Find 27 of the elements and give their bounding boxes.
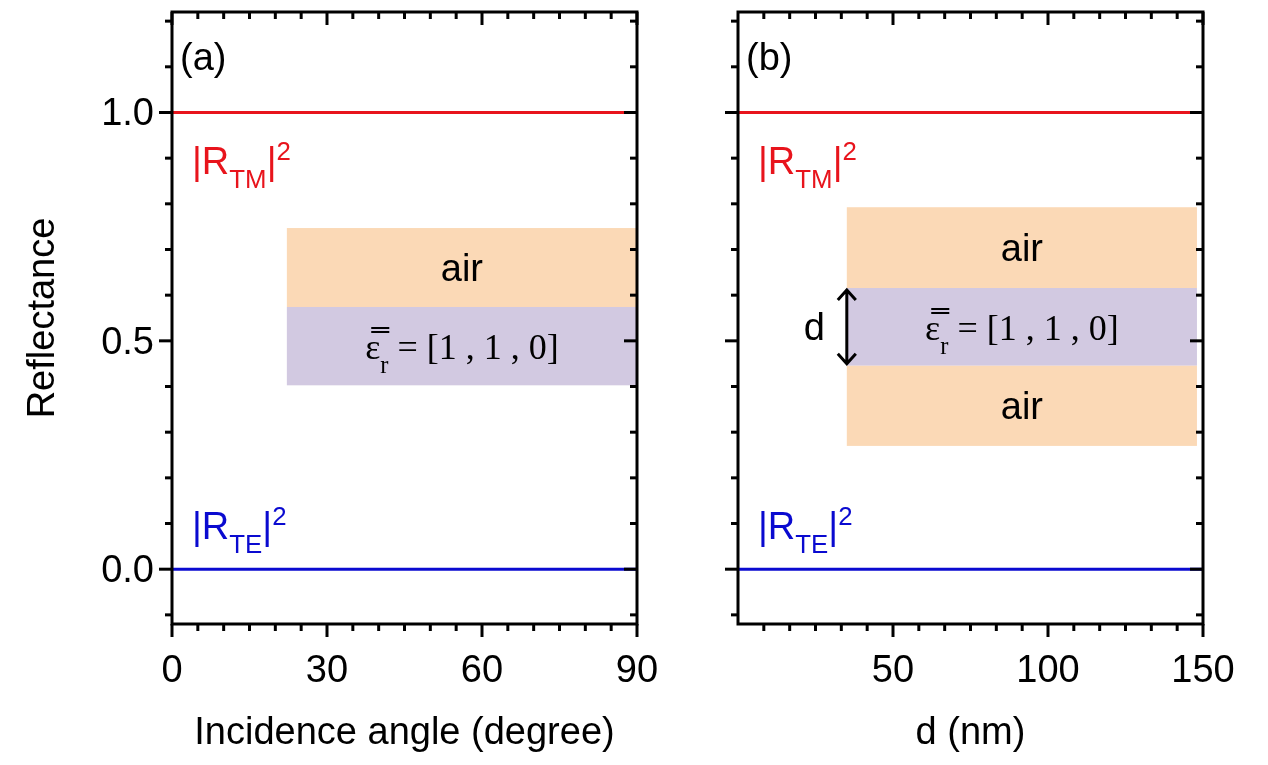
layer-stack-sketch: air ε̿$_{r}$ = [1 , 1 , 0] air — [846, 207, 1197, 446]
y-tick-label: 0.5 — [101, 319, 154, 362]
x-axis-title: Incidence angle (degree) — [194, 710, 615, 752]
annotation: ε̿$_{r}$ = [1 , 1 , 0] — [365, 327, 559, 378]
x-tick-label: 90 — [615, 648, 659, 690]
y-axis-title: Reflectance — [20, 217, 62, 419]
series-label: |R$_{TE}$|$^{2}$ — [758, 502, 853, 559]
series-label: |R$_{TM}$|$^{2}$ — [192, 137, 291, 194]
x-tick-label: 0 — [161, 648, 183, 690]
x-axis-title: d (nm) — [915, 710, 1026, 752]
x-tick-label: 50 — [871, 648, 915, 690]
x-tick-label: 30 — [305, 648, 349, 690]
series-label: |R$_{TM}$|$^{2}$ — [758, 137, 857, 194]
annotation: air — [440, 246, 484, 289]
text: (b) — [746, 36, 793, 78]
annotation: air — [1000, 226, 1044, 269]
y-tick-label: 1.0 — [101, 91, 154, 134]
x-tick-label: 150 — [1171, 648, 1235, 690]
annotation: ε̿$_{r}$ = [1 , 1 , 0] — [925, 307, 1119, 359]
layer-stack-sketch: air ε̿$_{r}$ = [1 , 1 , 0] — [286, 228, 637, 386]
y-tick-label: 0.0 — [101, 548, 154, 591]
annotation: d — [803, 305, 825, 348]
x-tick-label: 100 — [1016, 648, 1080, 690]
text: (a) — [180, 36, 227, 78]
annotation: air — [1000, 384, 1044, 427]
x-tick-label: 60 — [460, 648, 504, 690]
series-label: |R$_{TE}$|$^{2}$ — [192, 502, 287, 559]
